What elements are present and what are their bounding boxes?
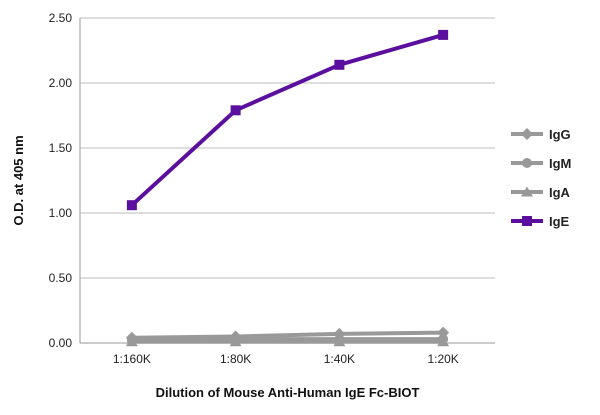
y-axis-title: O.D. at 405 nm [11,135,26,225]
y-tick-label: 1.50 [49,141,73,155]
y-tick-label: 1.00 [49,206,73,220]
data-point-ige [438,29,449,40]
legend-marker [521,186,533,197]
legend-item-iga: IgA [511,185,571,200]
grid [80,17,495,279]
legend-label: IgM [549,156,571,171]
series-line-ige [130,32,444,207]
series-iga [125,336,450,347]
data-point-ige [334,59,345,70]
legend-item-igm: IgM [511,156,571,171]
axes: 0.00 0.50 1.00 1.50 2.00 2.50 1:160K 1:80K 1:40K… [11,11,495,400]
legend-label: IgA [549,185,571,200]
data-point-iga [125,336,138,347]
data-point-iga [333,336,346,347]
data-point-iga [437,336,450,347]
x-axis-title: Dilution of Mouse Anti-Human IgE Fc-BIOT [156,385,420,400]
legend-marker [522,158,532,168]
data-point-ige [126,200,137,211]
legend-marker [521,128,533,140]
x-tick-label: 1:20K [427,352,458,366]
x-tick-label: 1:160K [113,352,151,366]
legend-marker [522,216,532,226]
legend-label: IgE [549,214,570,229]
y-tick-label: 2.00 [49,76,73,90]
y-tick-label: 0.00 [49,336,73,350]
legend: IgG IgM IgA IgE [511,127,571,229]
y-tick-label: 2.50 [49,11,73,25]
y-tick-label: 0.50 [49,271,73,285]
x-tick-label: 1:80K [220,352,251,366]
data-point-iga [229,336,242,347]
legend-item-igg: IgG [511,127,571,142]
series-layer [125,29,450,347]
series-ige [126,29,449,211]
legend-item-ige: IgE [511,214,570,229]
data-point-ige [230,105,241,116]
x-tick-label: 1:40K [324,352,355,366]
series-line-igg [131,330,444,340]
legend-label: IgG [549,127,571,142]
